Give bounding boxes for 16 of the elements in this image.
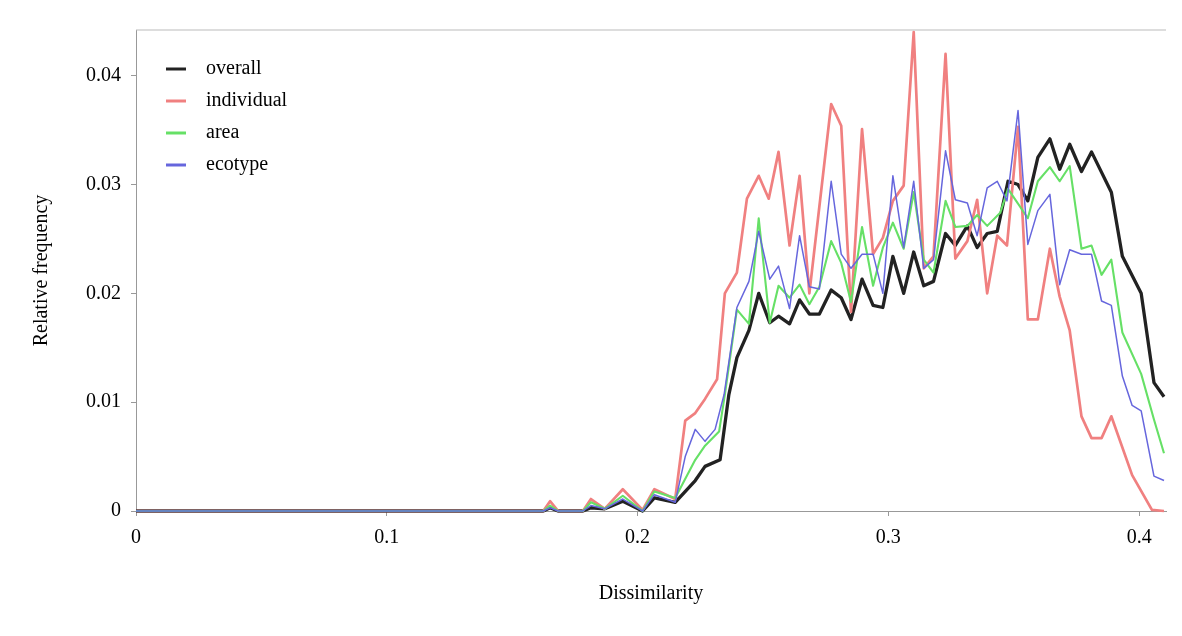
x-axis-title: Dissimilarity — [598, 581, 704, 605]
x-tick-label: 0.1 — [374, 525, 400, 548]
legend-label: ecotype — [206, 152, 269, 176]
y-axis-title: Relative frequency — [29, 194, 53, 347]
legend-label: individual — [206, 88, 288, 111]
x-tick-label: 0.4 — [1126, 525, 1152, 548]
y-tick-label: 0.02 — [86, 280, 121, 303]
x-tick-label: 0.2 — [625, 525, 651, 548]
y-tick-label: 0.01 — [86, 389, 121, 412]
legend-label: overall — [206, 56, 262, 79]
y-tick-label: 0.04 — [86, 62, 121, 85]
x-tick-label: 0.3 — [875, 525, 901, 548]
x-tick-label: 0 — [131, 525, 141, 548]
y-tick-label: 0.03 — [86, 171, 121, 194]
legend-label: area — [206, 120, 240, 143]
y-tick-label: 0 — [111, 498, 121, 521]
